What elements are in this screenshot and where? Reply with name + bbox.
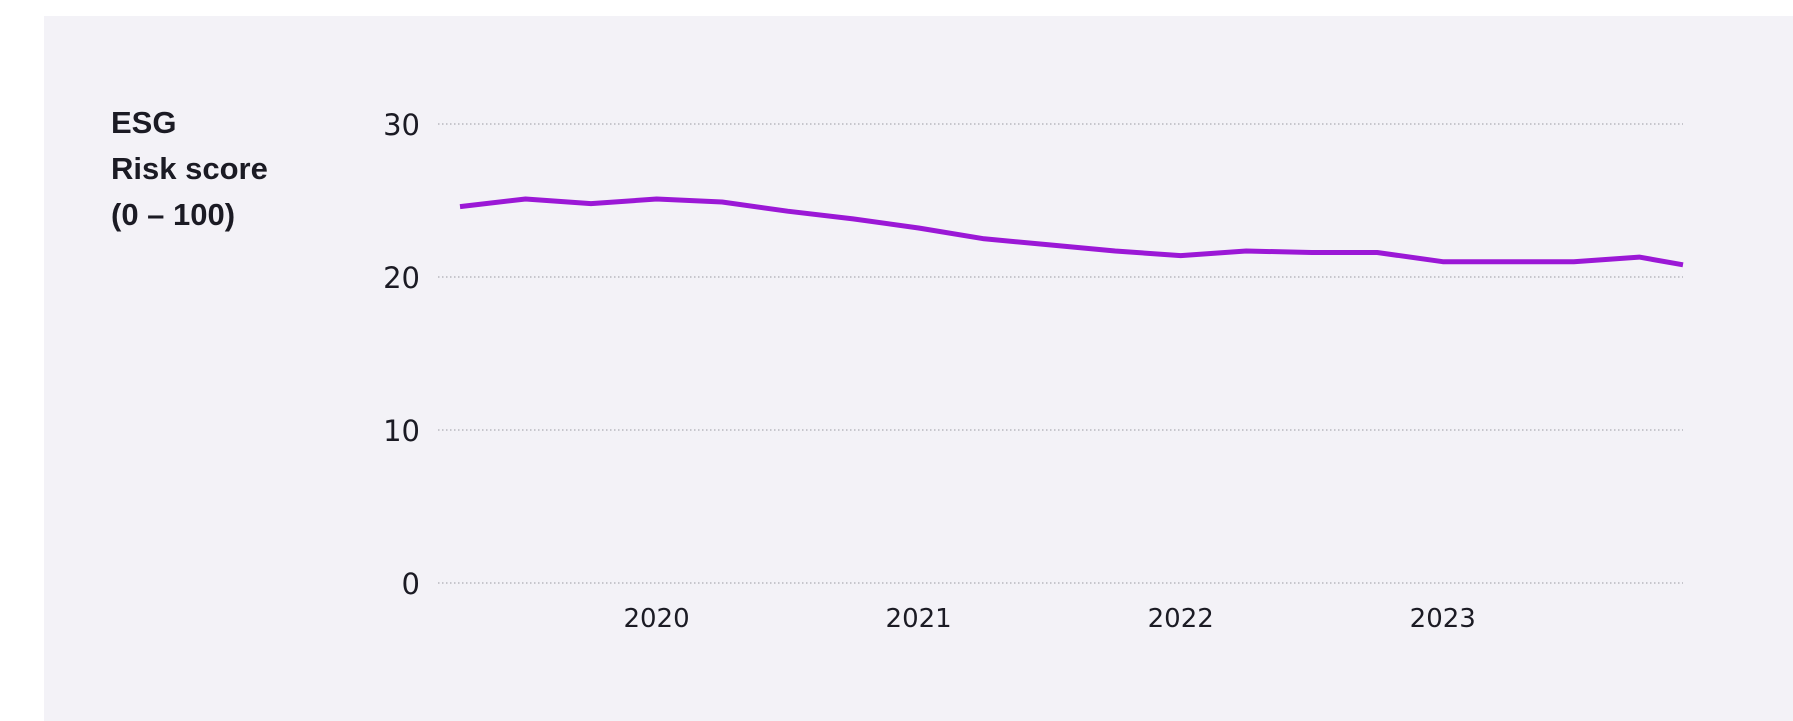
y-tick-labels: 0 10 20 30 [383,108,420,601]
series-line [459,196,1684,268]
y-tick-label: 10 [383,414,420,448]
x-tick-label: 2020 [623,604,689,634]
y-axis-label: ESG Risk score (0 – 100) [111,100,268,238]
grid-lines [438,123,1683,584]
x-tick-labels: 2020 2021 2022 2023 [623,604,1475,634]
chart-panel [44,16,1793,721]
y-axis-label-line-3: (0 – 100) [111,197,236,232]
x-tick-label: 2023 [1410,604,1476,634]
y-tick-label: 30 [383,108,420,142]
x-tick-label: 2022 [1148,604,1214,634]
y-tick-label: 0 [402,567,420,601]
y-axis-label-line-1: ESG [111,105,177,140]
series-layer [459,196,1684,268]
y-axis-label-line-2: Risk score [111,151,268,186]
x-tick-label: 2021 [886,604,952,634]
y-tick-label: 20 [383,261,420,295]
